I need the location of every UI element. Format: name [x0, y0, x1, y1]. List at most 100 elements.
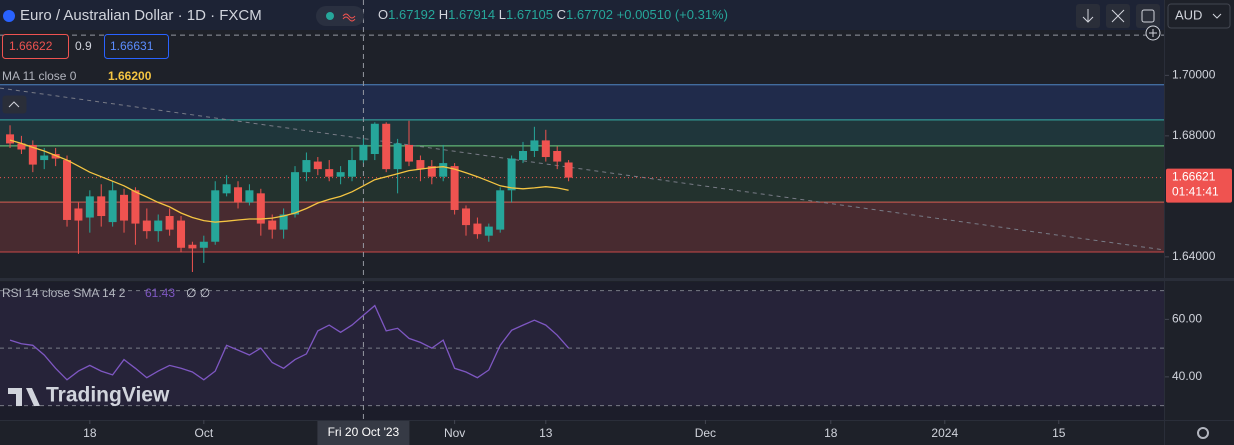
- logo: TradingView: [46, 384, 170, 407]
- x-tick-label: 13: [539, 426, 553, 440]
- candle-body: [131, 190, 140, 224]
- ohlc: O1.67192 H1.67914 L1.67105 C1.67702 +0.0…: [378, 7, 728, 22]
- candle-body: [28, 144, 37, 165]
- ohlc-value: 1.67702: [566, 7, 613, 22]
- crosshair-label: Fri 20 Oct '23: [328, 425, 400, 439]
- candle-body: [473, 223, 482, 235]
- ohlc-letter: C: [557, 7, 566, 22]
- candle-body: [553, 150, 562, 162]
- candle-body: [325, 169, 334, 177]
- candle-body: [17, 143, 26, 150]
- x-tick-label: Nov: [444, 426, 465, 440]
- candle-body: [74, 208, 83, 221]
- button[interactable]: [1136, 4, 1160, 28]
- change: +0.00510 (+0.31%): [617, 7, 728, 22]
- candle-body: [120, 194, 129, 221]
- ohlc-letter: H: [439, 7, 448, 22]
- candle-body: [63, 160, 72, 220]
- ohlc-letter: L: [499, 7, 506, 22]
- rsi-tick-label: 40.00: [1172, 369, 1202, 383]
- candle-body: [245, 190, 254, 203]
- candle-body: [256, 193, 265, 224]
- trendline: [0, 87, 1165, 251]
- candle-body: [348, 160, 357, 177]
- candle-body: [142, 220, 151, 232]
- candle-body: [108, 190, 117, 223]
- x-tick-label: 18: [824, 426, 838, 440]
- candle-body: [234, 187, 243, 203]
- status-pill[interactable]: [316, 6, 364, 26]
- icon: [8, 101, 20, 108]
- logo-mark: [8, 388, 40, 406]
- symbol-icon: [3, 10, 15, 22]
- candle-body: [188, 244, 197, 249]
- candle-body: [405, 144, 414, 162]
- zone: [0, 119, 1164, 146]
- candle-body: [211, 190, 220, 242]
- candle-body: [507, 158, 516, 191]
- buy-box[interactable]: [104, 34, 169, 59]
- candle-body: [564, 162, 573, 178]
- y-tick-label: 1.70000: [1172, 68, 1216, 82]
- symbol-title: Euro / Australian Dollar · 1D · FXCM: [20, 7, 262, 24]
- rsi-pane: [0, 282, 1164, 420]
- candle-body: [336, 172, 345, 177]
- rsi-band: [0, 290, 1164, 406]
- candle-body: [268, 220, 277, 230]
- y-tick-label: 1.64000: [1172, 249, 1216, 263]
- ma-label: MA 11 close 0: [2, 69, 77, 83]
- candle-body: [154, 220, 163, 232]
- candle-body: [6, 134, 15, 144]
- rsi-line: [9, 304, 570, 381]
- zone: [0, 202, 1164, 253]
- bid: 1.66622: [9, 39, 53, 53]
- candle-body: [222, 184, 231, 194]
- ohlc-value: 1.67192: [388, 7, 435, 22]
- ma-value: 1.66200: [108, 69, 152, 83]
- x-tick-label: Oct: [194, 426, 213, 440]
- x-tick-label: 2024: [931, 426, 958, 440]
- x-tick-label: 15: [1052, 426, 1066, 440]
- rsi-sma: ∅ ∅: [186, 286, 210, 300]
- candle-body: [85, 196, 94, 218]
- candle-body: [416, 160, 425, 170]
- icon: [1141, 9, 1155, 23]
- header-bar: [0, 0, 1164, 30]
- candle-body: [496, 190, 505, 230]
- currency-select[interactable]: [1167, 3, 1231, 29]
- settings-icon[interactable]: [1197, 427, 1209, 439]
- ohlc-value: 1.67914: [448, 7, 495, 22]
- candle-body: [462, 208, 471, 226]
- candle-body: [199, 241, 208, 248]
- ohlc-value: 1.67105: [506, 7, 553, 22]
- candle-body: [450, 166, 459, 210]
- last-price-box: [1166, 168, 1232, 203]
- candle-body: [484, 226, 493, 236]
- sell-box[interactable]: [2, 34, 69, 59]
- status-dot: [326, 12, 334, 20]
- icon: [1082, 9, 1094, 23]
- candle-body: [313, 161, 322, 170]
- candle-body: [541, 140, 550, 158]
- collapse-button[interactable]: [2, 95, 27, 114]
- candle-body: [165, 216, 174, 230]
- icon: [1111, 9, 1125, 23]
- countdown: 01:41:41: [1172, 185, 1219, 199]
- rsi-tick-label: 60.00: [1172, 312, 1202, 326]
- rsi-value: 61.43: [145, 286, 175, 300]
- candle-body: [427, 166, 436, 177]
- ohlc-letter: O: [378, 7, 388, 22]
- candle-body: [51, 154, 60, 159]
- candle-body: [279, 214, 288, 230]
- zone: [0, 84, 1164, 120]
- candle-body: [439, 163, 448, 177]
- candle-body: [291, 172, 300, 215]
- ma-line: [9, 139, 569, 223]
- candle-body: [40, 155, 49, 161]
- spread: 0.9: [75, 39, 92, 53]
- candle-body: [302, 160, 311, 173]
- icon: [1149, 29, 1157, 37]
- y-tick-label: 1.68000: [1172, 128, 1216, 142]
- candle-body: [370, 123, 379, 155]
